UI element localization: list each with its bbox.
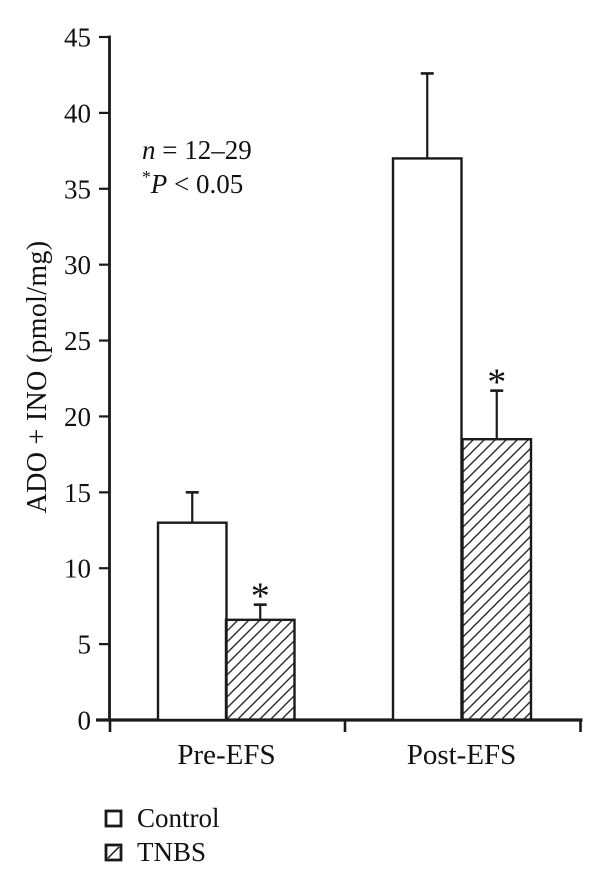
bar-tnbs-post-efs [461, 438, 533, 722]
significance-star: * [142, 167, 151, 187]
legend-label-tnbs: TNBS [137, 836, 207, 867]
significance-variable: P [150, 169, 168, 199]
y-axis-title: ADO + INO (pmol/mg) [22, 240, 53, 514]
y-tick-label: 15 [64, 478, 91, 508]
stats-annotation: n = 12–29 *P < 0.05 [142, 133, 252, 201]
sample-size-value: = 12–29 [155, 135, 252, 165]
category-label-pre-efs: Pre-EFS [177, 739, 275, 771]
y-tick-label: 25 [64, 326, 91, 356]
significance-marker-tnbs-pre-efs: * [251, 576, 270, 618]
bar-control-post-efs [391, 157, 463, 722]
y-tick-label: 5 [78, 630, 92, 660]
legend: Control TNBS [104, 803, 220, 867]
y-tick-label: 40 [64, 98, 91, 128]
y-tick-label: 30 [64, 250, 91, 280]
significance-marker-tnbs-post-efs: * [487, 362, 506, 404]
category-label-post-efs: Post-EFS [407, 739, 517, 771]
legend-item-tnbs: TNBS [104, 837, 220, 867]
y-tick-label: 35 [64, 174, 91, 204]
legend-label-control: Control [137, 802, 220, 833]
sample-size-note: n = 12–29 [142, 133, 252, 167]
bar-control-pre-efs [156, 521, 228, 722]
y-tick-label: 45 [64, 23, 91, 53]
y-tick-label: 20 [64, 402, 91, 432]
bar-tnbs-pre-efs [224, 618, 296, 722]
legend-item-control: Control [104, 803, 220, 833]
y-tick-label: 10 [64, 554, 91, 584]
significance-threshold: < 0.05 [167, 169, 244, 199]
y-tick-label: 0 [78, 706, 92, 736]
sample-size-variable: n [142, 135, 156, 165]
open-square-icon [104, 809, 123, 827]
hatched-square-icon [104, 843, 123, 861]
significance-note: *P < 0.05 [142, 167, 252, 201]
